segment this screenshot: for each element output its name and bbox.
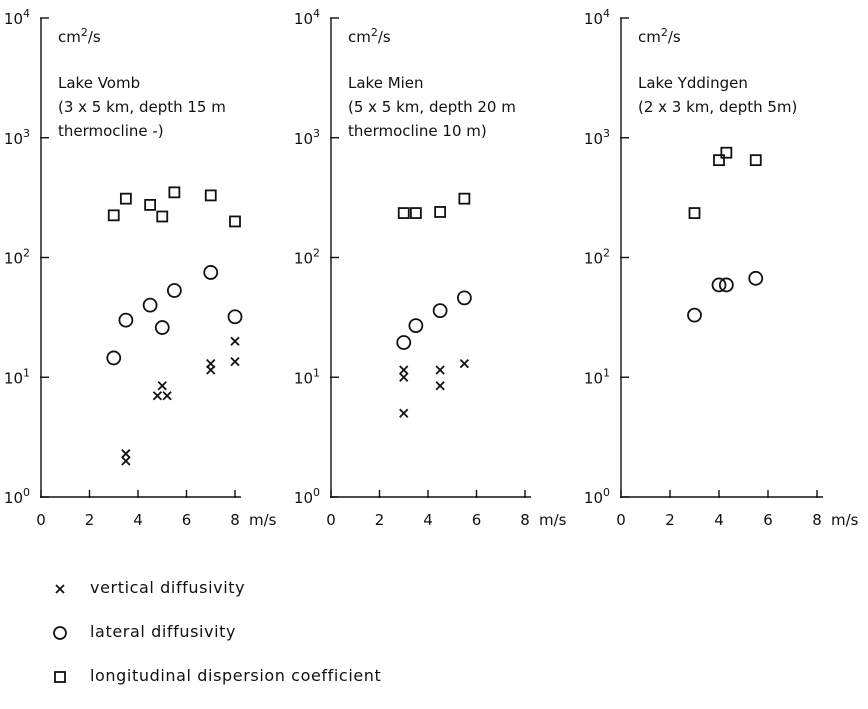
y-tick-label: 100: [4, 486, 30, 507]
circle-point: [687, 307, 702, 323]
y-tick-label: 101: [584, 366, 610, 387]
x-point: [399, 372, 409, 382]
circle-point: [106, 350, 122, 366]
square-point: [688, 207, 701, 219]
x-point: [206, 358, 216, 369]
y-tick-label: 100: [584, 486, 610, 507]
square-point: [119, 192, 132, 205]
circle-point: [203, 265, 219, 280]
lake-annotation: (3 x 5 km, depth 15 m: [58, 98, 226, 116]
square-point: [720, 146, 733, 159]
circle-marker-icon: [53, 626, 67, 640]
lake-annotation: Lake Yddingen: [638, 74, 748, 92]
lake-annotation: thermocline 10 m): [348, 122, 487, 140]
y-tick-label: 102: [584, 247, 610, 268]
square-point: [458, 192, 471, 205]
square-point: [397, 207, 410, 219]
square-point: [107, 209, 120, 222]
circle-point: [456, 290, 472, 306]
x-point: [459, 358, 470, 369]
x-marker-icon: [55, 584, 65, 594]
square-point: [204, 189, 217, 202]
lake-annotation: Lake Mien: [348, 74, 424, 92]
panel-3: 100 101 102 103 104 0 2 4 6 8 m/s cm2/s Lake Yddinge…: [584, 7, 859, 529]
y-tick-label: 104: [4, 7, 30, 28]
x-point: [399, 365, 409, 375]
x-tick-label: 0: [326, 511, 336, 529]
x-tick-label: 8: [230, 511, 240, 529]
x-tick-label: 2: [85, 511, 95, 529]
x-point: [157, 381, 167, 391]
circle-point: [711, 277, 727, 293]
x-point: [162, 391, 172, 401]
y-axis-unit: cm2/s: [58, 26, 101, 46]
circle-point: [166, 283, 182, 298]
x-point: [230, 336, 240, 346]
y-tick-label: 103: [584, 127, 610, 148]
x-point: [152, 391, 163, 401]
x-tick-label: 4: [714, 511, 724, 529]
x-point: [435, 381, 445, 391]
lake-annotation: (2 x 3 km, depth 5m): [638, 98, 797, 116]
y-tick-label: 104: [584, 7, 610, 28]
x-tick-label: 0: [36, 511, 46, 529]
lake-annotation: thermocline -): [58, 122, 164, 140]
square-point: [156, 210, 169, 223]
y-tick-label: 100: [294, 486, 320, 507]
y-tick-label: 104: [294, 7, 320, 28]
x-tick-label: 4: [423, 511, 433, 529]
legend-label: longitudinal dispersion coefficient: [90, 666, 382, 685]
circle-point: [227, 309, 243, 325]
circle-point: [718, 277, 734, 293]
y-axis-unit: cm2/s: [348, 26, 391, 46]
circle-point: [748, 270, 764, 286]
x-tick-label: 0: [616, 511, 626, 529]
figure: 100 101 102 103 104 0 2 4 6 8 m/s cm2/s Lake Vomb (3 …: [4, 7, 859, 529]
circle-point: [432, 303, 448, 319]
square-point: [144, 198, 157, 211]
y-tick-label: 101: [294, 366, 320, 387]
square-point: [434, 206, 447, 218]
circle-point: [154, 320, 170, 335]
x-tick-label: 6: [763, 511, 773, 529]
square-marker-icon: [54, 671, 66, 683]
circle-point: [142, 297, 158, 313]
x-tick-label: 2: [665, 511, 675, 529]
circle-point: [408, 318, 424, 333]
x-tick-label: 6: [182, 511, 192, 529]
x-axis-unit: m/s: [539, 511, 567, 529]
panel-1: 100 101 102 103 104 0 2 4 6 8 m/s cm2/s Lake Vomb (3 …: [4, 7, 277, 529]
x-point: [435, 365, 445, 375]
square-point: [749, 154, 762, 167]
y-tick-label: 102: [294, 247, 320, 268]
y-tick-label: 103: [294, 127, 320, 148]
x-point: [121, 449, 131, 459]
x-tick-label: 4: [133, 511, 143, 529]
x-tick-label: 6: [472, 511, 482, 529]
legend-label: lateral diffusivity: [90, 622, 237, 641]
y-tick-label: 103: [4, 127, 30, 148]
x-tick-label: 2: [375, 511, 385, 529]
lake-annotation: (5 x 5 km, depth 20 m: [348, 98, 516, 116]
x-tick-label: 8: [520, 511, 530, 529]
square-point: [168, 186, 181, 199]
square-point: [229, 215, 241, 228]
x-axis-unit: m/s: [249, 511, 277, 529]
x-point: [121, 456, 131, 466]
y-tick-label: 101: [4, 366, 30, 387]
circle-point: [396, 335, 412, 350]
y-axis-unit: cm2/s: [638, 26, 681, 46]
y-tick-label: 102: [4, 247, 30, 268]
x-axis-unit: m/s: [831, 511, 859, 529]
x-point: [399, 408, 409, 418]
circle-point: [118, 312, 134, 328]
lake-annotation: Lake Vomb: [58, 74, 140, 92]
square-point: [409, 207, 422, 219]
legend-label: vertical diffusivity: [90, 578, 246, 597]
panel-2: 100 101 102 103 104 0 2 4 6 8 m/s cm2/s Lake Mien (5 …: [294, 7, 567, 529]
x-point: [230, 357, 240, 367]
x-tick-label: 8: [812, 511, 822, 529]
square-point: [713, 154, 725, 167]
